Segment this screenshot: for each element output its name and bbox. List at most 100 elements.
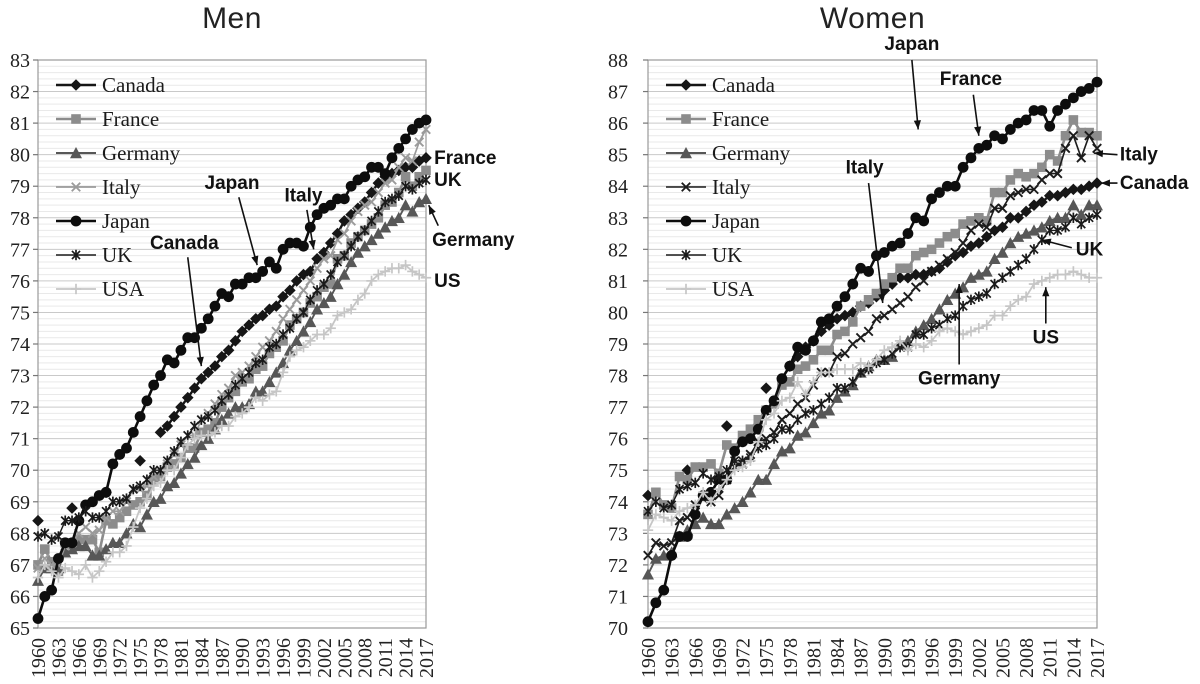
x-tick-label: 1990 xyxy=(874,638,896,678)
x-tick-label: 2014 xyxy=(396,638,418,678)
x-tick-label: 1963 xyxy=(48,638,70,678)
y-tick-label: 73 xyxy=(10,366,30,388)
legend-item-canada: Canada xyxy=(56,73,166,97)
x-tick-label: 1972 xyxy=(110,638,132,678)
women-chart-plot: 70 71 72 73 74 75 76 77 78 79 80 81 82 83 84 85 86 87 88 19… xyxy=(608,34,1189,678)
y-tick-label: 83 xyxy=(10,50,30,72)
y-tick-label: 79 xyxy=(608,334,628,356)
series-uk xyxy=(33,174,431,545)
x-tick-label: 1966 xyxy=(685,638,707,678)
annotation-label: Germany xyxy=(432,230,515,251)
legend-item-germany: Germany xyxy=(666,141,791,165)
legend-item-italy: Italy xyxy=(666,175,751,199)
legend-item-germany: Germany xyxy=(56,141,181,165)
y-tick-label: 88 xyxy=(608,50,628,72)
women-chart-panel: Women 70 71 72 73 74 75 76 77 78 79 80 81 82 83 84 85 86… xyxy=(600,0,1200,684)
x-tick-label: 1981 xyxy=(803,638,825,678)
annotation-canada: Canada xyxy=(150,233,219,367)
y-tick-label: 78 xyxy=(10,208,30,230)
y-tick-label: 81 xyxy=(608,271,628,293)
legend-label: Canada xyxy=(102,73,166,97)
y-tick-label: 66 xyxy=(10,586,30,608)
y-tick-label: 70 xyxy=(10,460,30,482)
legend-label: Japan xyxy=(102,209,150,233)
x-tick-label: 1990 xyxy=(232,638,254,678)
series-japan xyxy=(642,76,1103,628)
annotation-us: US xyxy=(434,271,460,292)
y-tick-label: 77 xyxy=(608,397,628,419)
y-tick-label: 86 xyxy=(608,113,628,135)
legend-label: USA xyxy=(712,277,755,301)
y-tick-label: 68 xyxy=(10,523,30,545)
x-tick-label: 1972 xyxy=(733,638,755,678)
y-tick-label: 82 xyxy=(608,239,628,261)
y-tick-label: 73 xyxy=(608,523,628,545)
men-chart-panel: Men 65 66 67 68 69 70 71 72 73 74 75 76 77 78 79 80 81 82… xyxy=(10,2,515,678)
annotation-germany: Germany xyxy=(427,204,515,251)
legend-label: Italy xyxy=(102,175,141,199)
legend-label: Germany xyxy=(712,141,791,165)
x-tick-label: 1984 xyxy=(191,638,213,678)
annotation-japan: Japan xyxy=(884,34,939,130)
x-tick-label: 1999 xyxy=(945,638,967,678)
y-tick-label: 74 xyxy=(608,492,628,514)
x-tick-label: 1969 xyxy=(709,638,731,678)
x-tick-label: 2008 xyxy=(1016,638,1038,678)
legend-item-uk: UK xyxy=(56,243,132,267)
series-france xyxy=(643,115,1102,520)
x-tick-label: 1978 xyxy=(780,638,802,678)
y-tick-label: 80 xyxy=(10,145,30,167)
y-tick-label: 65 xyxy=(10,618,30,640)
legend-item-japan: Japan xyxy=(666,209,760,233)
y-tick-label: 83 xyxy=(608,208,628,230)
annotation-label: UK xyxy=(434,170,462,191)
x-tick-label: 1960 xyxy=(28,638,50,678)
annotation-label: Japan xyxy=(205,173,260,194)
legend-label: Canada xyxy=(712,73,776,97)
annotation-uk: UK xyxy=(1041,238,1104,260)
y-tick-label: 69 xyxy=(10,492,30,514)
legend-item-italy: Italy xyxy=(56,175,141,199)
legend-label: France xyxy=(102,107,159,131)
legend-label: Germany xyxy=(102,141,181,165)
x-axis-labels: 1960196319661969197219751978198119841987… xyxy=(28,638,438,678)
men-chart-title: Men xyxy=(202,2,262,35)
series-japan xyxy=(32,114,432,624)
x-tick-label: 2017 xyxy=(416,638,438,678)
x-tick-label: 1966 xyxy=(69,638,91,678)
series-usa xyxy=(642,266,1103,536)
annotation-label: France xyxy=(434,148,496,169)
y-tick-label: 87 xyxy=(608,82,628,104)
annotation-label: Germany xyxy=(918,369,1001,390)
legend-item-france: France xyxy=(56,107,159,131)
series-germany xyxy=(32,192,432,586)
legend-label: Japan xyxy=(712,209,760,233)
legend: Canada France Germany Italy Japan UK USA xyxy=(56,73,181,301)
annotation-label: Italy xyxy=(846,157,884,178)
legend-item-japan: Japan xyxy=(56,209,150,233)
x-tick-label: 1984 xyxy=(827,638,849,678)
annotation-label: Italy xyxy=(284,186,322,207)
y-tick-label: 74 xyxy=(10,334,30,356)
x-tick-label: 2002 xyxy=(314,638,336,678)
x-tick-label: 1993 xyxy=(898,638,920,678)
y-tick-label: 75 xyxy=(608,460,628,482)
annotation-label: UK xyxy=(1076,239,1104,260)
y-tick-label: 85 xyxy=(608,145,628,167)
annotation-us: US xyxy=(1033,287,1059,349)
series-usa xyxy=(32,259,432,583)
x-tick-label: 2008 xyxy=(355,638,377,678)
annotation-canada: Canada xyxy=(1100,173,1189,194)
annotation-label: US xyxy=(434,271,460,292)
y-tick-label: 78 xyxy=(608,366,628,388)
y-tick-label: 72 xyxy=(608,555,628,577)
legend-label: Italy xyxy=(712,175,751,199)
y-tick-label: 82 xyxy=(10,82,30,104)
x-tick-label: 2002 xyxy=(969,638,991,678)
x-tick-label: 1996 xyxy=(273,638,295,678)
legend: Canada France Germany Italy Japan UK USA xyxy=(666,73,791,301)
legend-label: France xyxy=(712,107,769,131)
legend-item-usa: USA xyxy=(56,277,145,301)
x-tick-label: 1975 xyxy=(130,638,152,678)
